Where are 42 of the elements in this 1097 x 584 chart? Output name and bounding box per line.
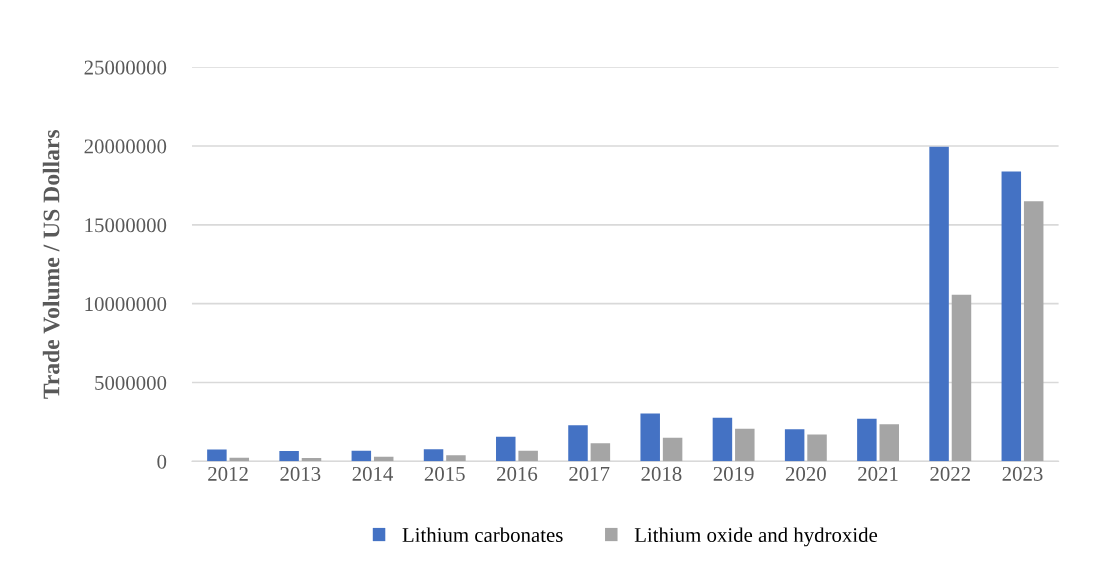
- y-axis-title: Trade Volume / US Dollars: [42, 129, 60, 399]
- bar: [518, 450, 538, 462]
- x-tick-label: 2019: [713, 466, 754, 481]
- bar: [879, 424, 899, 462]
- x-tick-label: 2023: [1002, 466, 1043, 481]
- y-tick-label: 15000000: [85, 218, 167, 233]
- legend-label: Lithium oxide and hydroxide: [634, 527, 878, 547]
- x-tick-label: 2015: [424, 466, 465, 481]
- bar: [423, 449, 444, 462]
- bar: [807, 434, 827, 462]
- bar: [279, 450, 299, 462]
- y-tick-label: 10000000: [85, 297, 167, 312]
- bar: [207, 449, 227, 462]
- x-tick-label: 2020: [785, 466, 826, 481]
- bar: [951, 294, 972, 462]
- x-tick-label: 2022: [930, 466, 970, 481]
- x-tick-label: 2016: [497, 466, 538, 481]
- bar: [1023, 201, 1044, 462]
- bar: [735, 428, 755, 462]
- bar: [712, 417, 733, 462]
- y-tick-label: 0: [157, 454, 167, 469]
- x-tick-label: 2012: [208, 466, 248, 481]
- y-tick-label: 25000000: [84, 60, 167, 75]
- bar: [446, 455, 466, 462]
- bar: [1001, 171, 1022, 462]
- bar: [857, 418, 877, 462]
- bar: [496, 436, 516, 462]
- y-tick-label: 20000000: [84, 139, 167, 154]
- bar: [640, 413, 660, 462]
- y-tick-label: 5000000: [95, 375, 167, 390]
- x-tick-label: 2018: [641, 466, 682, 481]
- bar: [351, 450, 372, 462]
- x-tick-label: 2017: [569, 466, 610, 481]
- legend-label: Lithium carbonates: [402, 527, 563, 543]
- bar: [784, 429, 805, 462]
- bar: [662, 437, 683, 462]
- x-tick-label: 2021: [858, 466, 898, 481]
- bar: [929, 146, 949, 462]
- bar: [590, 443, 611, 462]
- x-tick-label: 2014: [352, 466, 394, 481]
- bar: [568, 425, 588, 462]
- x-tick-label: 2013: [280, 466, 321, 481]
